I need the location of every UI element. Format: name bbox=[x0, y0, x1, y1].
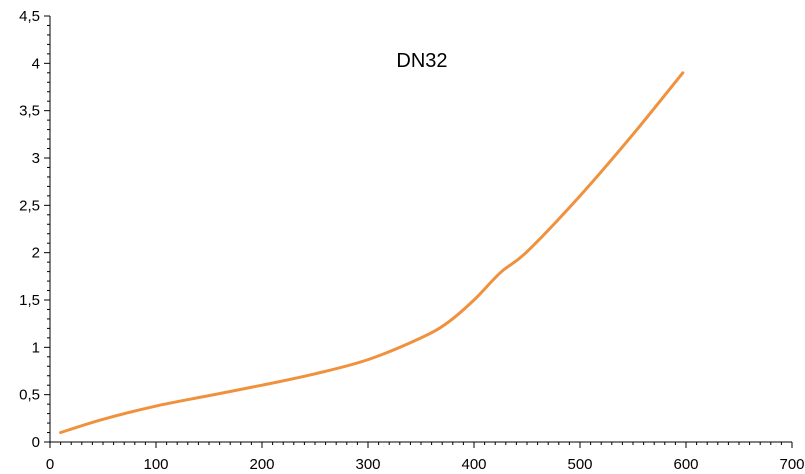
y-tick-label: 3,5 bbox=[19, 103, 40, 120]
chart-title: DN32 bbox=[396, 50, 447, 72]
axis-ticks bbox=[44, 15, 793, 448]
x-tick-label: 600 bbox=[673, 456, 698, 473]
x-tick-label: 0 bbox=[46, 456, 54, 473]
series-line bbox=[59, 71, 685, 435]
y-tick-label: 1,5 bbox=[19, 292, 40, 309]
x-tick-label: 200 bbox=[249, 456, 274, 473]
y-tick-label: 0 bbox=[32, 434, 40, 451]
tick-labels: 0 100 200 300 400 500 600 700 0 0,5 1 1,5 2 2,5 3 3,5 4 4… bbox=[19, 8, 804, 473]
series-group bbox=[59, 71, 685, 435]
y-tick-label: 1 bbox=[32, 339, 40, 356]
axes bbox=[49, 16, 792, 443]
y-tick-label: 0,5 bbox=[19, 387, 40, 404]
x-tick-label: 700 bbox=[779, 456, 804, 473]
x-tick-label: 300 bbox=[355, 456, 380, 473]
x-tick-label: 100 bbox=[143, 456, 168, 473]
y-tick-label: 2 bbox=[32, 245, 40, 262]
y-tick-label: 4,5 bbox=[19, 8, 40, 25]
y-tick-label: 2,5 bbox=[19, 197, 40, 214]
x-tick-label: 400 bbox=[461, 456, 486, 473]
y-tick-label: 4 bbox=[32, 55, 40, 72]
x-tick-label: 500 bbox=[567, 456, 592, 473]
y-tick-label: 3 bbox=[32, 150, 40, 167]
